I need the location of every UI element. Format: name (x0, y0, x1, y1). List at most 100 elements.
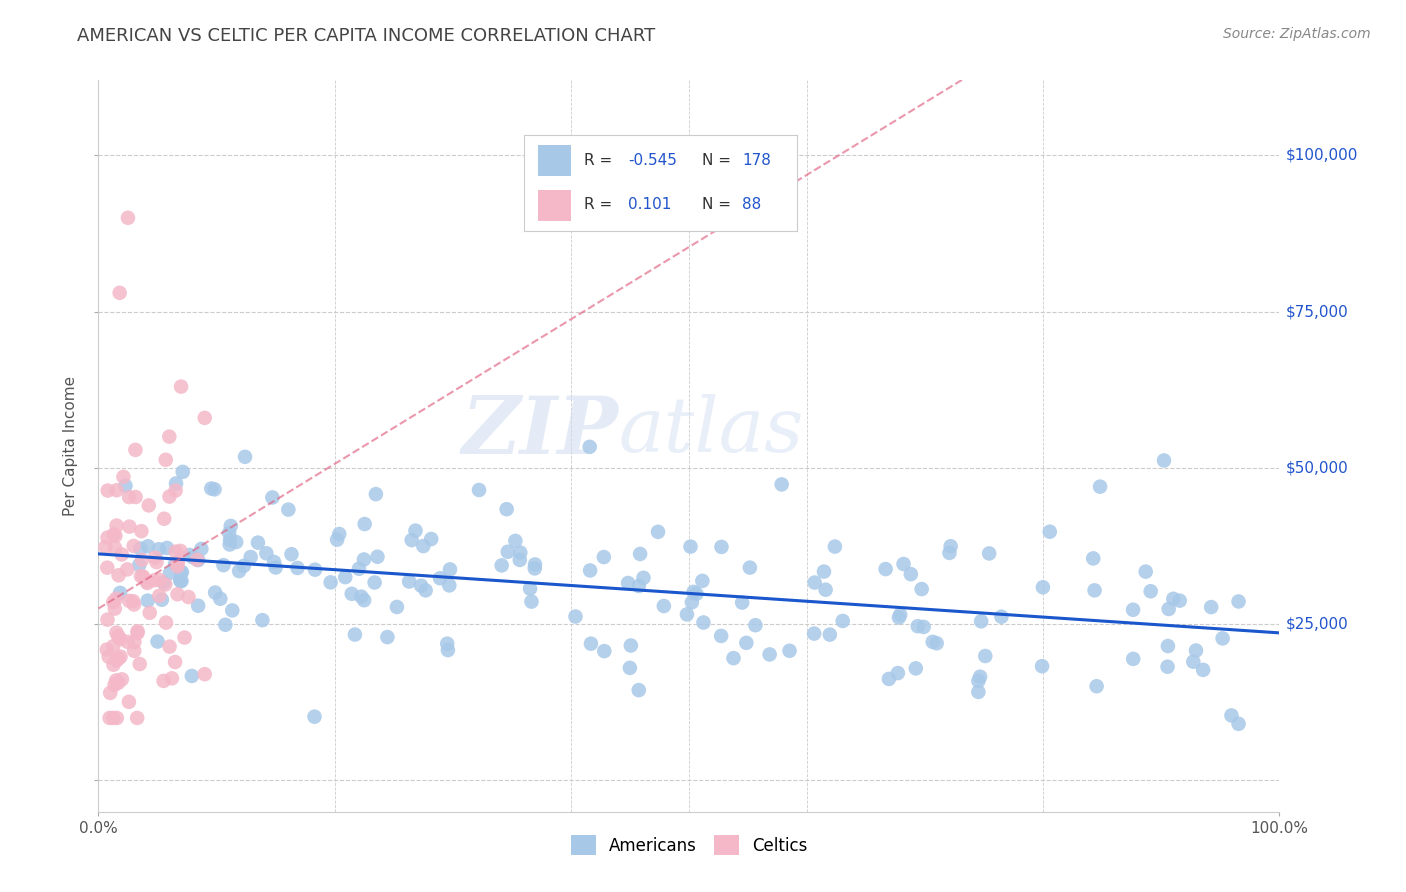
Point (97, 649, 120, 664)
Text: Source: ZipAtlas.com: Source: ZipAtlas.com (1223, 27, 1371, 41)
Point (1227, 716, 1250, 731)
Point (509, 545, 531, 559)
Point (468, 483, 491, 497)
Point (970, 615, 993, 629)
Point (170, 379, 193, 393)
Point (159, 640, 181, 654)
Point (519, 582, 541, 596)
Point (194, 667, 217, 681)
Point (204, 483, 226, 497)
Point (579, 637, 602, 651)
Point (187, 599, 209, 613)
Point (132, 569, 155, 583)
Text: N =: N = (702, 153, 735, 168)
Text: 178: 178 (742, 153, 772, 168)
Point (98, 711, 121, 725)
Point (326, 533, 349, 547)
Point (97, 483, 120, 498)
Point (505, 533, 527, 548)
Point (96, 560, 118, 574)
Point (153, 512, 176, 526)
Point (818, 627, 841, 641)
Point (364, 487, 387, 501)
Point (232, 558, 254, 573)
Point (165, 655, 187, 669)
Point (353, 516, 375, 531)
Point (152, 575, 174, 590)
Point (564, 609, 586, 624)
Point (103, 639, 125, 653)
Point (117, 562, 139, 576)
Point (439, 578, 461, 592)
Point (974, 648, 997, 663)
Point (803, 575, 825, 590)
Text: $50,000: $50,000 (1285, 460, 1348, 475)
Point (165, 476, 187, 491)
Point (127, 711, 149, 725)
Point (200, 482, 222, 496)
Point (1220, 708, 1243, 723)
Point (907, 619, 929, 633)
Y-axis label: Per Capita Income: Per Capita Income (63, 376, 79, 516)
Point (628, 547, 651, 561)
Point (225, 535, 247, 549)
Point (627, 579, 650, 593)
Point (633, 571, 655, 585)
Point (731, 596, 754, 610)
Point (138, 606, 160, 620)
Point (131, 524, 153, 538)
Point (262, 491, 284, 505)
Point (170, 574, 193, 588)
Point (723, 651, 745, 665)
Point (938, 546, 960, 560)
Point (524, 558, 547, 572)
Text: R =: R = (585, 197, 617, 212)
Point (1227, 594, 1250, 608)
Point (145, 555, 167, 569)
Point (254, 546, 277, 560)
Point (405, 524, 427, 538)
Point (912, 620, 935, 634)
Point (157, 429, 180, 443)
Point (831, 614, 853, 628)
Point (112, 470, 135, 484)
Point (143, 550, 166, 565)
Point (103, 595, 125, 609)
Point (218, 525, 240, 540)
Point (122, 598, 145, 612)
Point (652, 599, 675, 613)
Point (96, 642, 118, 657)
Point (124, 490, 146, 504)
Point (103, 527, 125, 541)
Point (814, 582, 837, 597)
Point (118, 519, 141, 533)
Point (520, 594, 543, 608)
Point (735, 636, 758, 650)
Point (194, 410, 217, 425)
Point (893, 557, 915, 571)
Point (1157, 639, 1180, 653)
Point (105, 625, 128, 640)
Point (969, 670, 991, 684)
Point (967, 685, 990, 699)
Point (263, 555, 285, 569)
Point (682, 585, 704, 599)
Point (887, 610, 910, 624)
Point (108, 285, 131, 300)
Point (967, 673, 990, 688)
Text: -0.545: -0.545 (628, 153, 676, 168)
Point (353, 552, 375, 566)
Point (620, 639, 643, 653)
Point (1199, 600, 1222, 615)
Point (887, 666, 910, 681)
Point (592, 549, 614, 564)
Text: AMERICAN VS CELTIC PER CAPITA INCOME CORRELATION CHART: AMERICAN VS CELTIC PER CAPITA INCOME COR… (77, 27, 655, 45)
Point (104, 601, 127, 615)
Point (1139, 584, 1161, 599)
Point (1085, 679, 1108, 693)
Point (169, 544, 191, 558)
Point (385, 599, 408, 614)
Text: ZIP: ZIP (461, 392, 619, 470)
Point (108, 586, 131, 600)
Point (169, 573, 191, 587)
